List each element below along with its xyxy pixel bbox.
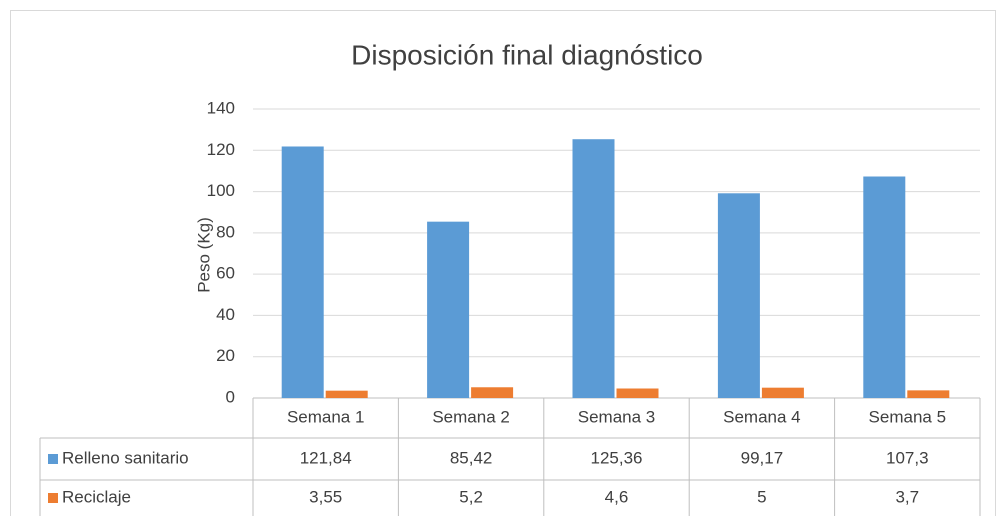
legend-label: Reciclaje: [62, 487, 131, 506]
bar: [863, 176, 906, 398]
y-tick-label: 0: [226, 387, 235, 406]
bar: [572, 139, 615, 399]
bar: [717, 193, 760, 398]
bar: [325, 390, 368, 398]
table-value: 4,6: [605, 487, 629, 506]
x-tick-label: Semana 1: [287, 407, 365, 426]
x-tick-label: Semana 3: [578, 407, 656, 426]
y-tick-label: 80: [216, 222, 235, 241]
bar: [427, 221, 470, 398]
table-value: 107,3: [886, 448, 929, 467]
legend-swatch: [48, 454, 58, 464]
chart-border: [10, 10, 996, 516]
legend-label: Relleno sanitario: [62, 448, 189, 467]
table-value: 5: [757, 487, 766, 506]
y-tick-label: 60: [216, 264, 235, 283]
bar: [471, 387, 514, 398]
legend-swatch: [48, 493, 58, 503]
bar: [616, 388, 659, 398]
x-tick-label: Semana 5: [869, 407, 947, 426]
x-tick-label: Semana 4: [723, 407, 801, 426]
y-tick-label: 100: [207, 181, 235, 200]
bar: [281, 146, 324, 398]
x-tick-label: Semana 2: [432, 407, 510, 426]
bar: [907, 390, 950, 398]
table-value: 5,2: [459, 487, 483, 506]
y-tick-label: 40: [216, 305, 235, 324]
table-value: 85,42: [450, 448, 493, 467]
table-value: 3,7: [895, 487, 919, 506]
y-tick-label: 20: [216, 346, 235, 365]
y-axis-title: Peso (Kg): [194, 217, 213, 293]
bar: [761, 387, 804, 398]
chart-title: Disposición final diagnóstico: [351, 39, 703, 70]
y-tick-label: 140: [207, 98, 235, 117]
table-value: 125,36: [591, 448, 643, 467]
y-tick-label: 120: [207, 140, 235, 159]
table-value: 121,84: [300, 448, 352, 467]
table-value: 3,55: [309, 487, 342, 506]
table-value: 99,17: [741, 448, 784, 467]
